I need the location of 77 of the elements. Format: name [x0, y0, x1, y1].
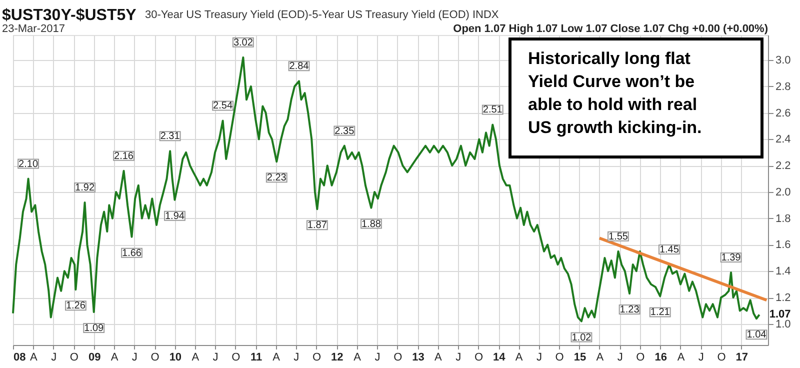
x-tick-label: O — [232, 352, 241, 364]
x-tick-label: O — [636, 352, 646, 364]
annotation: 3.02 — [233, 37, 254, 48]
x-tick-label: J — [294, 352, 300, 364]
x-tick-label: O — [474, 352, 484, 364]
x-tick-label: A — [596, 352, 604, 364]
x-tick-label: A — [272, 352, 281, 364]
x-tick-label: O — [555, 352, 564, 364]
x-tick-label: J — [536, 352, 542, 364]
annotation: 2.51 — [482, 104, 503, 116]
x-tick-label: A — [354, 352, 362, 364]
x-tick-label: A — [434, 352, 443, 364]
annotation: 1.94 — [164, 210, 185, 222]
annotation: 1.39 — [721, 252, 742, 264]
text: Open 1.07 High 1.07 Low 1.07 Close 1.07 Chg +0.00 (+0.00%) — [453, 23, 768, 35]
annotation: 1.55 — [608, 231, 628, 242]
x-tick-label: J — [212, 352, 218, 364]
x-tick-label: A — [515, 352, 524, 364]
x-tick-label: J — [374, 352, 380, 364]
annotation: 1.02 — [572, 332, 592, 344]
annotation: 1.26 — [66, 300, 86, 312]
annotation: 1.87 — [307, 220, 328, 232]
annotation: 2.10 — [18, 158, 38, 170]
x-tick-label: O — [70, 352, 79, 364]
y-tick-label: 1.6 — [776, 239, 791, 252]
x-tick-label: 11 — [250, 352, 262, 364]
chart-title: $UST30Y-$UST5Y — [2, 7, 137, 24]
x-tick-label: 17 — [736, 352, 748, 364]
y-tick-label: 2.6 — [776, 107, 791, 120]
annotation: 1.07 — [769, 308, 791, 321]
x-tick-label: 10 — [169, 352, 182, 364]
annotation: Historically long flat Yield Curve won’t be able to hold with real US growth kicking-in. — [528, 49, 702, 137]
x-tick-label: O — [717, 352, 726, 364]
x-tick-label: O — [150, 352, 160, 364]
annotation: 1.88 — [361, 218, 382, 230]
x-tick-label: A — [110, 352, 119, 364]
annotation: 2.84 — [289, 61, 310, 72]
x-tick-label: J — [698, 352, 704, 364]
y-tick-label: 2.4 — [776, 134, 791, 146]
x-tick-label: 15 — [574, 352, 586, 364]
x-tick-label: J — [132, 352, 138, 364]
y-tick-label: 1.2 — [776, 292, 791, 304]
x-tick-label: A — [30, 352, 38, 364]
x-tick-label: 08 — [14, 352, 26, 364]
x-tick-label: O — [312, 352, 322, 364]
annotation: 1.09 — [84, 323, 104, 334]
x-tick-label: A — [677, 352, 686, 364]
annotation: 2.16 — [114, 150, 134, 162]
y-tick-label: 1.8 — [776, 212, 791, 225]
y-tick-label: 1.4 — [776, 266, 791, 278]
x-tick-label: J — [456, 352, 462, 364]
y-tick-label: 2.0 — [776, 186, 791, 198]
y-tick-label: 3.0 — [776, 54, 791, 67]
annotation: 1.21 — [650, 307, 670, 318]
text: 23-Mar-2017 — [2, 23, 65, 35]
annotation: 2.23 — [266, 172, 287, 184]
chart-subtitle: 30-Year US Treasury Yield (EOD)-5-Year US Treasury Yield (EOD) INDX — [145, 9, 500, 21]
x-tick-label: O — [394, 352, 403, 364]
x-tick-label: 12 — [331, 352, 344, 364]
y-tick-label: 2.8 — [776, 80, 791, 93]
x-tick-label: J — [617, 352, 623, 364]
annotation: 1.23 — [620, 304, 640, 316]
x-tick-label: 13 — [412, 352, 424, 364]
x-tick-label: 16 — [654, 352, 667, 364]
x-tick-label: J — [51, 352, 57, 364]
annotation: 2.31 — [160, 131, 180, 142]
annotation: 1.66 — [122, 248, 142, 259]
y-tick-label: 2.2 — [776, 160, 791, 172]
y-tick-label: 1.0 — [776, 318, 791, 330]
annotation: 1.04 — [746, 330, 767, 341]
annotation: 1.92 — [75, 182, 95, 194]
x-tick-label: 14 — [492, 352, 506, 364]
annotation: 1.45 — [659, 244, 680, 256]
x-tick-label: A — [192, 352, 200, 364]
x-tick-label: 09 — [88, 352, 101, 364]
annotation: 2.54 — [213, 100, 233, 112]
annotation: 2.35 — [334, 126, 355, 137]
